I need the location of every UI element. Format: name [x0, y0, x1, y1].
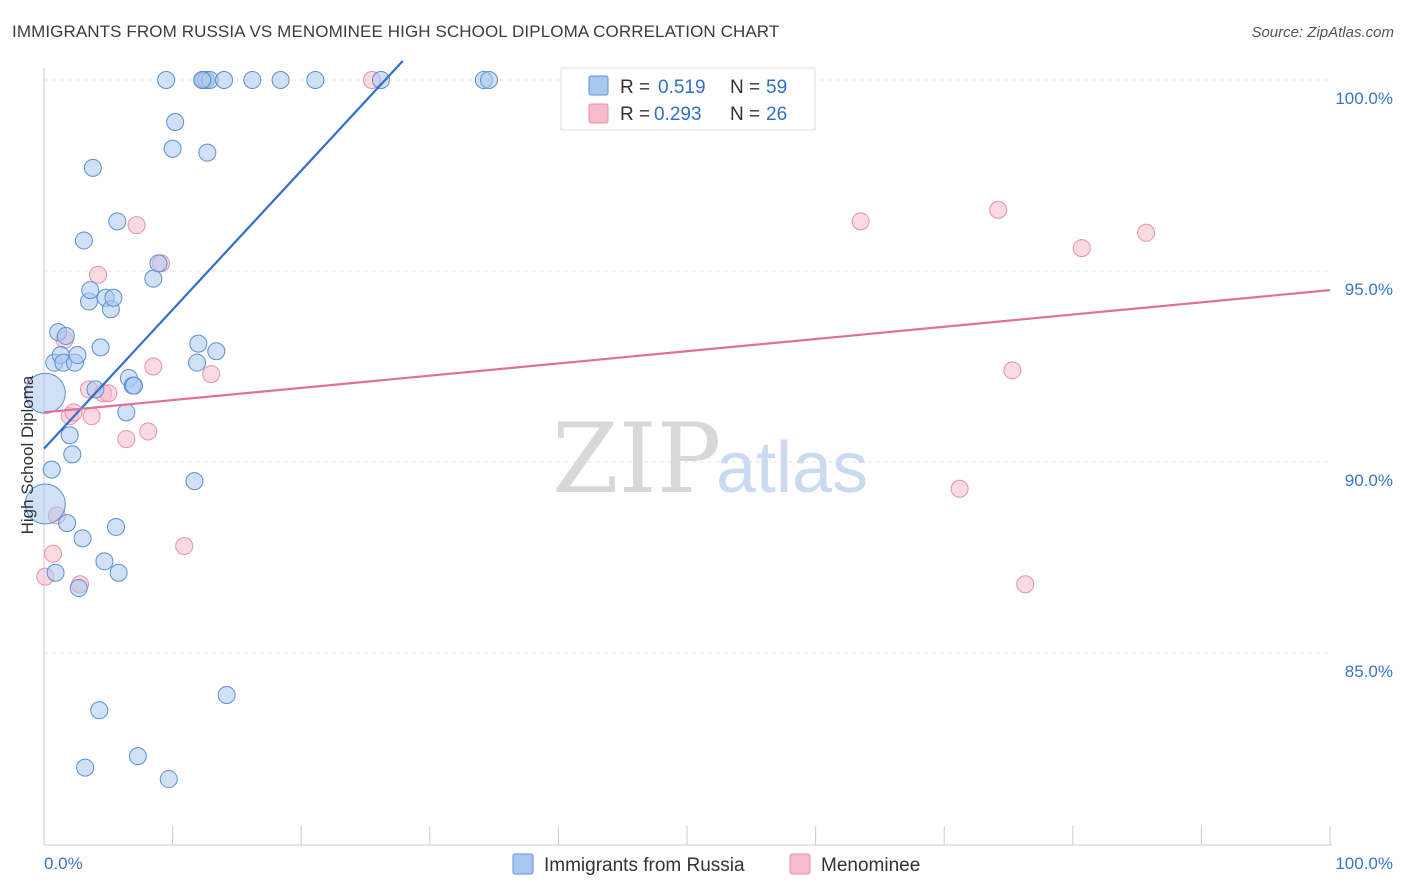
menominee-point: [127, 216, 146, 235]
russia-point: [42, 460, 61, 479]
menominee-point: [89, 265, 108, 284]
series-legend-swatch-russia: [512, 853, 534, 875]
russia-point: [117, 403, 136, 422]
menominee-point: [44, 544, 63, 563]
menominee-point: [1072, 239, 1091, 258]
y-tick-label: 85.0%: [1345, 662, 1393, 681]
russia-point: [128, 747, 147, 766]
menominee-point: [117, 430, 136, 449]
legend-n-label-2: N =: [730, 104, 760, 125]
russia-point: [104, 288, 123, 307]
russia-point: [144, 269, 163, 288]
legend-n-label-1: N =: [730, 77, 760, 98]
legend-swatch-pink: [588, 103, 609, 124]
axes: [43, 68, 1332, 846]
menominee-point: [82, 407, 101, 426]
russia-point: [86, 380, 105, 399]
menominee-point: [144, 357, 163, 376]
russia-point: [69, 579, 88, 598]
series-legend-menominee: Menominee: [821, 855, 920, 876]
russia-point: [163, 139, 182, 158]
russia-point: [68, 346, 87, 365]
russia-point: [271, 71, 290, 89]
menominee-point: [175, 537, 194, 556]
y-tick-label: 95.0%: [1345, 280, 1393, 299]
russia-point: [217, 686, 236, 705]
russia-point: [157, 71, 176, 89]
legend-r-value-1: 0.519: [658, 77, 706, 98]
x-tick-label: 100.0%: [1335, 854, 1393, 873]
y-tick-labels: 100.0% 95.0% 90.0% 85.0%: [1335, 89, 1393, 681]
russia-point: [108, 212, 127, 231]
legend-r-label-2: R =: [620, 104, 650, 125]
russia-point: [479, 71, 498, 89]
x-tick-label: 0.0%: [44, 854, 83, 873]
russia-point: [189, 334, 208, 353]
menominee-point: [950, 479, 969, 498]
trend-lines: [43, 60, 1331, 450]
russia-point: [81, 281, 100, 300]
russia-point: [74, 231, 93, 250]
y-axis-label: High School Diploma: [18, 375, 37, 534]
watermark: ZIP atlas: [552, 403, 868, 515]
russia-point: [73, 529, 92, 548]
russia-point: [188, 353, 207, 372]
menominee-point: [851, 212, 870, 231]
watermark-atlas: atlas: [716, 428, 868, 508]
legend-r-label-1: R =: [620, 77, 650, 98]
menominee-point: [64, 403, 83, 422]
russia-point: [63, 445, 82, 464]
russia-point: [107, 517, 126, 536]
y-tick-label: 100.0%: [1335, 89, 1393, 108]
y-tick-label: 90.0%: [1345, 471, 1393, 490]
russia-point: [125, 376, 144, 395]
russia-point: [58, 514, 77, 533]
russia-point: [371, 71, 390, 89]
legend-n-value-1: 59: [766, 77, 787, 98]
series-legend-swatch-menominee: [789, 853, 811, 875]
series-legend-russia: Immigrants from Russia: [544, 855, 745, 876]
source-credit: Source: ZipAtlas.com: [1251, 24, 1394, 41]
menominee-point: [989, 200, 1008, 219]
russia-point: [149, 254, 168, 273]
stats-legend: R = 0.519 N = 59 R = 0.293 N = 26: [560, 67, 816, 131]
russia-point: [109, 563, 128, 582]
russia-point: [46, 563, 65, 582]
x-tick-labels: 0.0% 100.0%: [44, 854, 1393, 873]
russia-point: [60, 426, 79, 445]
legend-n-value-2: 26: [766, 104, 787, 125]
menominee-point: [139, 422, 158, 441]
russia-point: [185, 472, 204, 491]
menominee-point: [1137, 223, 1156, 242]
russia-point: [243, 71, 262, 89]
russia-point: [24, 483, 66, 525]
russia-point: [83, 158, 102, 177]
russia-point: [91, 338, 110, 357]
russia-point: [166, 113, 185, 132]
series-legend: Immigrants from Russia Menominee: [512, 853, 920, 876]
grid-lines: [44, 79, 1330, 654]
menominee-point: [1016, 575, 1035, 594]
russia-points: [24, 71, 498, 789]
menominee-trend-line: [43, 289, 1331, 414]
russia-point: [215, 71, 234, 89]
russia-point: [95, 552, 114, 571]
menominee-point: [202, 365, 221, 384]
russia-point: [198, 143, 217, 162]
legend-swatch-blue: [588, 75, 609, 96]
chart-title: IMMIGRANTS FROM RUSSIA VS MENOMINEE HIGH…: [12, 22, 780, 41]
menominee-point: [1003, 361, 1022, 380]
russia-point: [306, 71, 325, 89]
russia-trend-line: [43, 60, 404, 450]
russia-point: [207, 342, 226, 361]
russia-point: [56, 326, 75, 345]
russia-point: [76, 758, 95, 777]
russia-point: [159, 770, 178, 789]
russia-point: [193, 71, 212, 89]
legend-r-value-2: 0.293: [654, 104, 702, 125]
watermark-zip: ZIP: [552, 403, 721, 515]
russia-point: [90, 701, 109, 720]
